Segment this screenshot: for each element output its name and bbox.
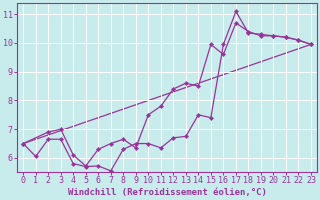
X-axis label: Windchill (Refroidissement éolien,°C): Windchill (Refroidissement éolien,°C) (68, 188, 267, 197)
